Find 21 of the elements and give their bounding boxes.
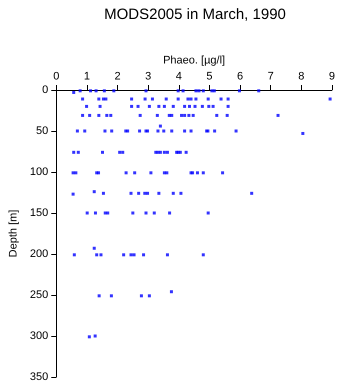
x-tick-label: 9 (328, 70, 336, 82)
x-axis-title: Phaeo. [µg/l] (163, 54, 226, 67)
x-tick-label: 6 (236, 70, 244, 82)
x-tick-label: 0 (53, 70, 60, 82)
x-tick-label: 8 (298, 70, 304, 82)
y-tick-label: 350 (30, 371, 48, 383)
chart-title: MODS2005 in March, 1990 (104, 6, 286, 23)
y-tick-label: 250 (30, 289, 48, 301)
y-axis-title: Depth [m] (8, 210, 20, 258)
y-tick-label: 150 (30, 207, 48, 219)
x-tick-label: 2 (114, 70, 121, 82)
x-tick-label: 7 (268, 70, 274, 82)
y-tick-label: 50 (36, 125, 48, 137)
y-tick-label: 200 (30, 248, 48, 260)
x-tick-label: 5 (206, 70, 212, 82)
x-tick-label: 3 (145, 70, 152, 82)
y-tick-label: 300 (30, 330, 48, 342)
x-tick-label: 1 (84, 70, 90, 82)
y-tick-label: 0 (42, 84, 48, 96)
y-tick-label: 100 (30, 166, 48, 178)
x-tick-label: 4 (176, 70, 182, 82)
